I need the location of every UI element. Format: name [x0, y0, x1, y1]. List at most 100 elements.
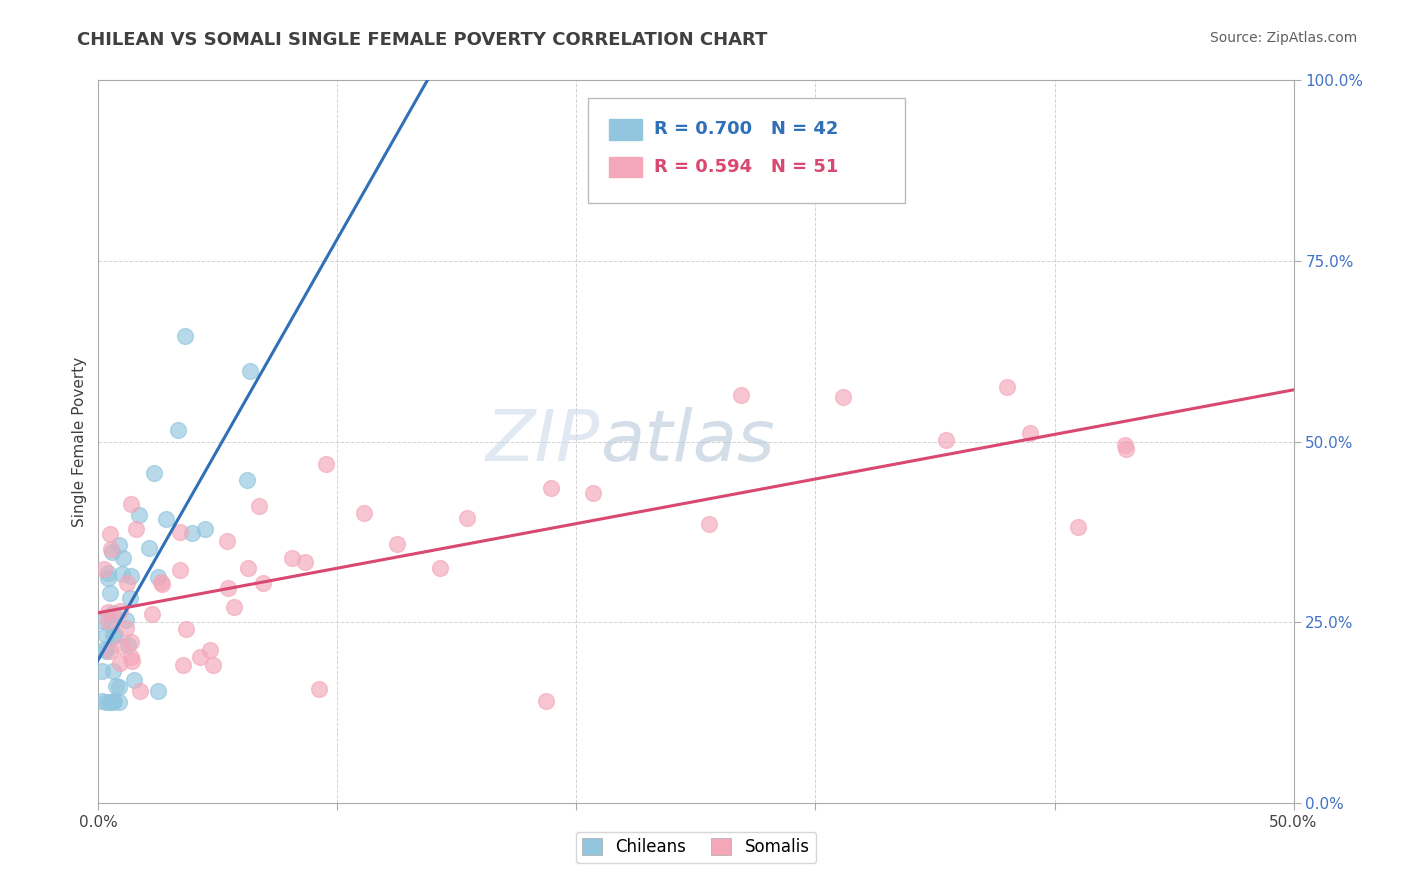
Point [129, 684, 152, 698]
Point [108, 680, 131, 694]
Point [96, 643, 118, 657]
Point [308, 681, 330, 696]
Point [125, 523, 148, 537]
Point [167, 423, 190, 437]
Point [103, 606, 125, 620]
Point [172, 657, 194, 672]
Point [121, 654, 143, 668]
Point [97, 566, 120, 580]
Legend: Chileans, Somalis: Chileans, Somalis [575, 831, 817, 863]
Point [115, 576, 138, 591]
Point [94, 628, 117, 642]
Point [100, 541, 122, 556]
Point [215, 533, 238, 548]
Point [1115, 442, 1137, 456]
Point [118, 591, 141, 606]
Point [108, 656, 131, 670]
Point [294, 555, 316, 569]
Point [100, 644, 122, 658]
Point [995, 380, 1018, 394]
Point [202, 658, 225, 673]
Bar [609, 120, 643, 139]
Point [456, 511, 478, 525]
Point [110, 639, 132, 653]
Point [198, 643, 221, 657]
Point [138, 541, 160, 555]
Point [117, 639, 139, 653]
Point [155, 512, 177, 526]
Point [315, 458, 337, 472]
Point [169, 564, 191, 578]
Point [1067, 520, 1090, 534]
Point [108, 695, 131, 709]
Point [94, 642, 117, 657]
Y-axis label: Single Female Poverty: Single Female Poverty [72, 357, 87, 526]
Bar [609, 157, 643, 178]
Point [188, 649, 211, 664]
Point [697, 517, 720, 532]
Point [91, 694, 114, 708]
Point [120, 650, 142, 665]
Point [120, 635, 142, 649]
Point [141, 607, 163, 622]
Point [101, 695, 124, 709]
Point [1114, 438, 1136, 452]
Point [148, 570, 170, 584]
Point [247, 499, 270, 513]
Point [108, 604, 131, 618]
Point [115, 613, 138, 627]
Point [236, 474, 259, 488]
Point [103, 694, 125, 708]
Point [104, 628, 127, 642]
Point [150, 575, 173, 590]
Point [281, 551, 304, 566]
Point [142, 467, 165, 481]
Point [385, 536, 408, 550]
Point [174, 329, 197, 343]
Point [93, 562, 115, 576]
Point [120, 496, 142, 510]
Point [97, 605, 120, 619]
Point [252, 576, 274, 591]
Text: CHILEAN VS SOMALI SINGLE FEMALE POVERTY CORRELATION CHART: CHILEAN VS SOMALI SINGLE FEMALE POVERTY … [77, 31, 768, 49]
Text: Source: ZipAtlas.com: Source: ZipAtlas.com [1209, 31, 1357, 45]
Point [217, 581, 239, 595]
Text: ZIP: ZIP [486, 407, 600, 476]
Point [120, 568, 142, 582]
Point [96, 572, 118, 586]
Point [222, 599, 245, 614]
Point [181, 525, 204, 540]
Point [730, 387, 752, 401]
Point [124, 673, 146, 687]
Point [429, 560, 451, 574]
Point [97, 614, 120, 628]
Point [98, 695, 121, 709]
Point [90, 665, 112, 679]
Point [148, 683, 170, 698]
Point [150, 577, 173, 591]
Point [105, 679, 128, 693]
Point [101, 629, 124, 643]
Point [935, 433, 957, 447]
Point [98, 586, 121, 600]
Point [98, 527, 121, 541]
Point [174, 622, 197, 636]
Point [236, 561, 259, 575]
Point [100, 618, 122, 632]
Point [169, 524, 191, 539]
Point [540, 481, 562, 495]
Point [94, 695, 117, 709]
Point [239, 364, 262, 378]
Point [581, 486, 603, 500]
Point [103, 664, 125, 678]
Text: R = 0.700   N = 42: R = 0.700 N = 42 [654, 120, 838, 138]
Point [128, 508, 150, 522]
Point [832, 390, 855, 404]
Point [114, 621, 136, 635]
Point [111, 566, 134, 581]
Point [353, 507, 375, 521]
Point [108, 538, 131, 552]
Point [1019, 426, 1042, 441]
Point [100, 545, 122, 559]
Point [91, 614, 114, 628]
